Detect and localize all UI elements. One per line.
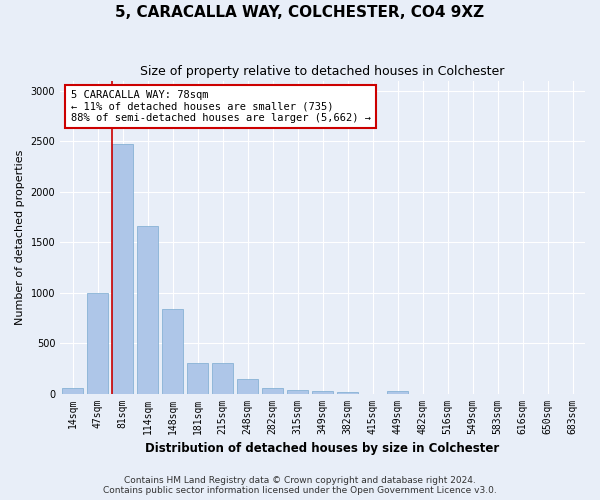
Bar [337,392,358,394]
Bar [62,388,83,394]
Text: 5, CARACALLA WAY, COLCHESTER, CO4 9XZ: 5, CARACALLA WAY, COLCHESTER, CO4 9XZ [115,5,485,20]
Text: 5 CARACALLA WAY: 78sqm
← 11% of detached houses are smaller (735)
88% of semi-de: 5 CARACALLA WAY: 78sqm ← 11% of detached… [71,90,371,123]
Bar [237,379,258,394]
Bar [387,390,408,394]
Bar [112,144,133,394]
Bar [87,292,108,394]
Y-axis label: Number of detached properties: Number of detached properties [15,150,25,324]
Bar [162,308,183,394]
X-axis label: Distribution of detached houses by size in Colchester: Distribution of detached houses by size … [145,442,500,455]
Bar [212,364,233,394]
Bar [137,226,158,394]
Bar [287,390,308,394]
Text: Contains HM Land Registry data © Crown copyright and database right 2024.
Contai: Contains HM Land Registry data © Crown c… [103,476,497,495]
Bar [262,388,283,394]
Title: Size of property relative to detached houses in Colchester: Size of property relative to detached ho… [140,65,505,78]
Bar [312,391,333,394]
Bar [187,364,208,394]
